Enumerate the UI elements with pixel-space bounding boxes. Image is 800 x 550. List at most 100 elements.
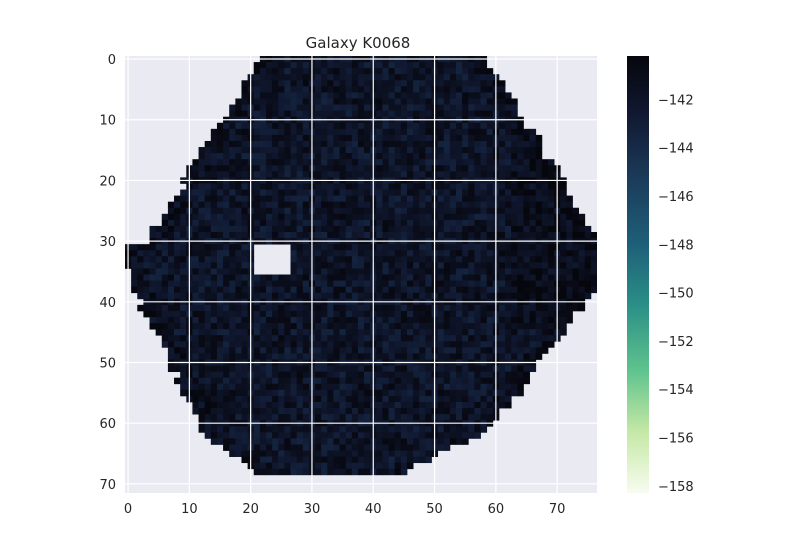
heatmap-cell (297, 329, 304, 335)
heatmap-cell (413, 220, 420, 226)
heatmap-cell (131, 250, 138, 256)
heatmap-cell (241, 250, 248, 256)
heatmap-cell (382, 74, 389, 80)
heatmap-cell (346, 86, 353, 92)
heatmap-cell (585, 275, 592, 281)
heatmap-cell (284, 469, 291, 475)
heatmap-cell (536, 268, 543, 274)
heatmap-cell (548, 220, 555, 226)
heatmap-cell (291, 432, 298, 438)
heatmap-cell (266, 135, 273, 141)
heatmap-cell (481, 426, 488, 432)
heatmap-cell (291, 232, 298, 238)
heatmap-cell (413, 68, 420, 74)
heatmap-cell (517, 141, 524, 147)
heatmap-cell (229, 244, 236, 250)
heatmap-cell (389, 451, 396, 457)
heatmap-cell (481, 311, 488, 317)
heatmap-cell (168, 250, 175, 256)
heatmap-cell (579, 226, 586, 232)
heatmap-cell (303, 305, 310, 311)
heatmap-cell (468, 129, 475, 135)
colorbar-tick-label: −142 (658, 93, 694, 108)
heatmap-cell (180, 366, 187, 372)
heatmap-cell (389, 426, 396, 432)
heatmap-cell (505, 92, 512, 98)
heatmap-cell (462, 287, 469, 293)
heatmap-cell (333, 268, 340, 274)
heatmap-cell (327, 256, 334, 262)
heatmap-cell (211, 232, 218, 238)
heatmap-cell (168, 275, 175, 281)
heatmap-cell (358, 293, 365, 299)
heatmap-cell (297, 171, 304, 177)
heatmap-cell (291, 62, 298, 68)
heatmap-cell (487, 323, 494, 329)
heatmap-cell (395, 353, 402, 359)
heatmap-cell (382, 451, 389, 457)
heatmap-cell (352, 396, 359, 402)
heatmap-cell (511, 329, 518, 335)
heatmap-cell (327, 86, 334, 92)
heatmap-cell (542, 268, 549, 274)
heatmap-cell (407, 317, 414, 323)
heatmap-cell (333, 190, 340, 196)
heatmap-cell (217, 317, 224, 323)
heatmap-cell (180, 208, 187, 214)
heatmap-cell (444, 262, 451, 268)
heatmap-cell (505, 366, 512, 372)
heatmap-cell (211, 153, 218, 159)
heatmap-cell (352, 426, 359, 432)
heatmap-cell (413, 414, 420, 420)
heatmap-cell (315, 92, 322, 98)
heatmap-cell (315, 438, 322, 444)
heatmap-cell (358, 105, 365, 111)
heatmap-cell (511, 244, 518, 250)
heatmap-cell (487, 190, 494, 196)
heatmap-cell (352, 256, 359, 262)
heatmap-cell (419, 86, 426, 92)
heatmap-cell (333, 147, 340, 153)
heatmap-cell (291, 347, 298, 353)
heatmap-cell (266, 232, 273, 238)
heatmap-cell (346, 111, 353, 117)
heatmap-cell (291, 287, 298, 293)
heatmap-cell (444, 311, 451, 317)
heatmap-cell (223, 129, 230, 135)
heatmap-cell (241, 190, 248, 196)
heatmap-cell (425, 123, 432, 129)
heatmap-cell (168, 256, 175, 262)
heatmap-cell (180, 329, 187, 335)
heatmap-cell (284, 190, 291, 196)
heatmap-cell (260, 202, 267, 208)
heatmap-cell (168, 293, 175, 299)
heatmap-cell (340, 80, 347, 86)
heatmap-cell (505, 390, 512, 396)
heatmap-cell (266, 208, 273, 214)
heatmap-cell (211, 256, 218, 262)
heatmap-cell (499, 262, 506, 268)
heatmap-cell (327, 123, 334, 129)
heatmap-cell (254, 287, 261, 293)
heatmap-cell (284, 347, 291, 353)
heatmap-cell (364, 323, 371, 329)
heatmap-cell (143, 244, 150, 250)
heatmap-cell (254, 323, 261, 329)
heatmap-cell (395, 62, 402, 68)
heatmap-cell (530, 244, 537, 250)
heatmap-cell (474, 268, 481, 274)
heatmap-cell (450, 372, 457, 378)
heatmap-cell (462, 408, 469, 414)
heatmap-cell (401, 268, 408, 274)
heatmap-cell (579, 244, 586, 250)
heatmap-cell (260, 171, 267, 177)
heatmap-cell (425, 366, 432, 372)
heatmap-cell (315, 317, 322, 323)
heatmap-cell (468, 311, 475, 317)
heatmap-cell (530, 226, 537, 232)
heatmap-cell (395, 153, 402, 159)
heatmap-cell (474, 432, 481, 438)
heatmap-cell (425, 451, 432, 457)
heatmap-cell (297, 293, 304, 299)
heatmap-cell (199, 171, 206, 177)
